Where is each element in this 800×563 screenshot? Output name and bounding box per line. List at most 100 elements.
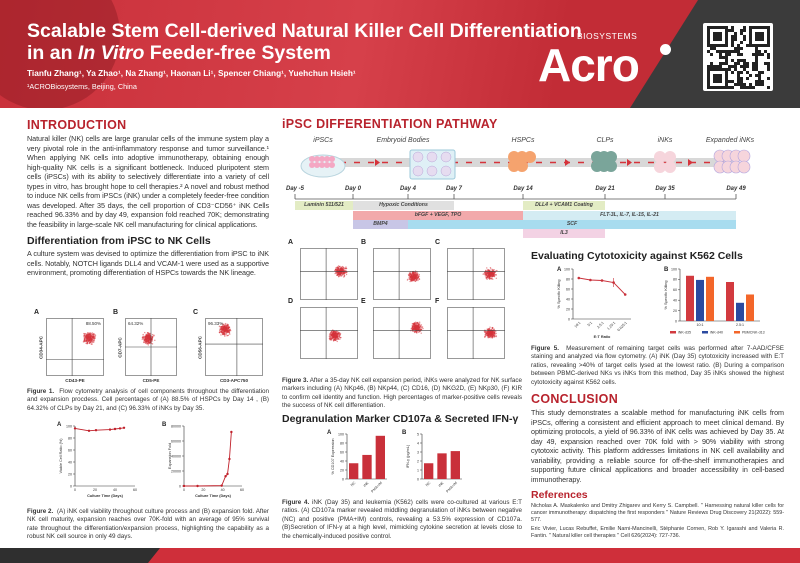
day-label: Day 49 — [726, 186, 746, 192]
qr-module — [734, 62, 737, 65]
event-dot — [142, 333, 144, 336]
qr-module — [743, 68, 746, 71]
qr-module — [719, 26, 722, 29]
x-tick-label: 2.5:1 — [736, 323, 744, 327]
fig5-caption-text: Measurement of remaining target cells wa… — [531, 345, 785, 386]
event-dot — [418, 321, 421, 323]
event-dot — [409, 280, 411, 283]
qr-module — [755, 47, 758, 50]
qr-module — [713, 65, 716, 68]
event-dot — [334, 337, 337, 339]
data-point — [182, 484, 186, 488]
qr-module — [731, 65, 734, 68]
qr-module — [713, 86, 716, 89]
event-dot — [90, 335, 93, 338]
qr-module — [710, 47, 713, 50]
ipsc-cell — [329, 162, 335, 168]
qr-module — [713, 68, 716, 71]
event-dot — [337, 274, 339, 277]
event-dot — [416, 323, 418, 326]
qr-module — [722, 86, 725, 89]
event-dot — [492, 273, 495, 276]
y-tick-label: 0 — [417, 477, 419, 481]
event-dot — [341, 266, 343, 269]
event-dot — [419, 326, 421, 329]
event-dot — [328, 335, 331, 338]
event-dot — [490, 335, 492, 337]
y-tick-label: 60 — [566, 287, 570, 291]
event-dot — [495, 335, 497, 338]
fig3-flow-plot-B — [373, 248, 431, 300]
qr-module — [713, 74, 716, 77]
qr-module — [713, 26, 716, 29]
plot-frame — [300, 248, 358, 300]
qr-module — [734, 35, 737, 38]
event-dot — [145, 336, 147, 338]
qr-module — [707, 26, 710, 29]
qr-module — [734, 38, 737, 41]
ipsc-cell — [309, 156, 315, 162]
event-dot — [491, 334, 494, 337]
event-dot — [495, 332, 497, 335]
qr-module — [713, 44, 716, 47]
ipsc-cell — [314, 156, 320, 162]
legend-swatch — [670, 331, 676, 334]
intro-body: Natural killer (NK) cells are large gran… — [27, 134, 269, 229]
qr-module — [707, 77, 710, 80]
y-tick-label: 40 — [673, 299, 677, 303]
event-dot — [486, 332, 488, 334]
event-dot — [144, 335, 147, 337]
event-dot — [221, 331, 223, 334]
qr-module — [707, 29, 710, 32]
y-axis-label: Expansion Fold — [168, 443, 172, 469]
plot-frame — [373, 307, 431, 359]
event-dot — [341, 271, 343, 274]
qr-module — [734, 32, 737, 35]
data-point — [196, 484, 199, 488]
qr-module — [740, 86, 743, 89]
event-dot — [490, 268, 492, 270]
qr-module — [737, 44, 740, 47]
qr-module — [746, 44, 749, 47]
x-tick-label: PMA+IM — [445, 481, 458, 494]
event-dot — [344, 269, 347, 272]
qr-module — [731, 80, 734, 83]
event-dot — [85, 340, 88, 343]
ipsc-cell — [314, 162, 320, 168]
qr-module — [707, 41, 710, 44]
event-dot — [91, 340, 93, 342]
qr-module — [716, 50, 719, 53]
qr-module — [740, 59, 743, 62]
event-dot — [336, 269, 338, 271]
event-dot — [83, 335, 85, 337]
qr-module — [722, 56, 725, 59]
data-point — [108, 428, 112, 431]
qr-module — [731, 38, 734, 41]
x-tick-label: 1.25:1 — [606, 321, 616, 331]
qr-module — [767, 32, 770, 35]
qr-module — [743, 62, 746, 65]
qr-code[interactable] — [703, 23, 773, 91]
y-tick-label: 0 — [342, 477, 344, 481]
event-dot — [421, 326, 424, 328]
y-tick-label: 40 — [68, 460, 72, 464]
event-dot — [420, 324, 423, 326]
event-dot — [220, 334, 222, 336]
qr-module — [728, 65, 731, 68]
expanded-ink-cell-icon — [737, 149, 751, 163]
event-dot — [146, 337, 149, 339]
event-dot — [229, 333, 231, 335]
qr-module — [734, 83, 737, 86]
plot-frame — [46, 318, 104, 376]
event-dot — [486, 334, 488, 337]
y-tick-label: 3 — [417, 450, 419, 454]
qr-module — [758, 71, 761, 74]
fig1-caption-text: Flow cytometry analysis of cell componen… — [27, 388, 269, 412]
y-tick-label: 80 — [566, 277, 570, 281]
event-dot — [226, 331, 228, 334]
data-point — [623, 293, 627, 296]
event-dot — [144, 340, 146, 342]
event-dot — [222, 324, 224, 327]
qr-module — [716, 74, 719, 77]
qr-module — [752, 68, 755, 71]
